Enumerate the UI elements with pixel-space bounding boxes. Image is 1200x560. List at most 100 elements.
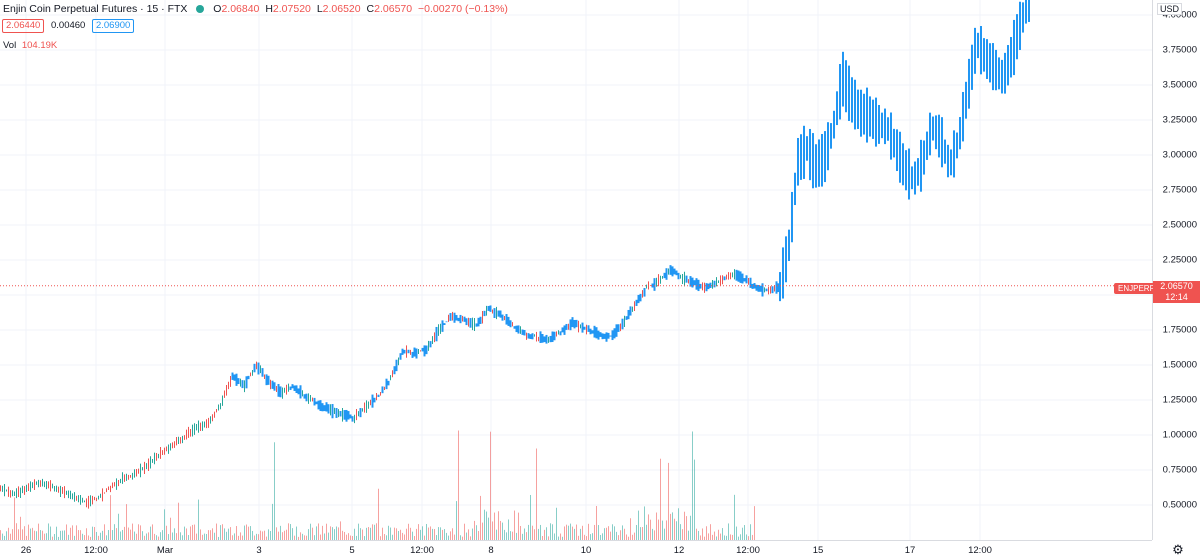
- volume-bar: [638, 510, 639, 540]
- chart-legend: Enjin Coin Perpetual Futures · 15 · FTX …: [3, 3, 511, 15]
- volume-bar: [68, 534, 69, 540]
- symbol-title[interactable]: Enjin Coin Perpetual Futures · 15 · FTX: [3, 3, 188, 15]
- volume-bar: [270, 530, 271, 540]
- volume-bar: [92, 526, 93, 540]
- volume-bar: [534, 529, 535, 540]
- volume-bar: [110, 495, 111, 540]
- volume-bar: [734, 494, 735, 540]
- volume-bar: [268, 529, 269, 540]
- price-axis[interactable]: 4.00000 3.75000 3.50000 3.25000 3.00000 2.750…: [1152, 0, 1200, 540]
- volume-bar: [596, 505, 597, 540]
- volume-bar: [412, 531, 413, 540]
- volume-bar: [212, 528, 213, 540]
- volume-bar: [330, 526, 331, 540]
- volume-bar: [598, 525, 599, 540]
- volume-legend[interactable]: Vol 104.19K: [3, 40, 57, 51]
- volume-bar: [698, 530, 699, 540]
- volume-bar: [564, 526, 565, 540]
- ohlc-high-key: H: [265, 3, 273, 15]
- volume-bar: [428, 527, 429, 540]
- bid-ask-row: 2.06440 0.00460 2.06900: [2, 19, 135, 33]
- volume-bar: [536, 448, 537, 540]
- volume-bar: [354, 528, 355, 540]
- volume-bar: [682, 529, 683, 540]
- volume-bar: [650, 519, 651, 540]
- currency-label[interactable]: USD: [1157, 3, 1183, 15]
- volume-bar: [552, 524, 553, 540]
- volume-bar: [82, 533, 83, 540]
- volume-bar: [356, 535, 357, 540]
- volume-bar: [106, 535, 107, 540]
- volume-bar: [550, 523, 551, 540]
- market-status-dot: [196, 5, 205, 14]
- volume-bar: [346, 534, 347, 540]
- ask-button[interactable]: 2.06900: [91, 19, 135, 33]
- volume-bar: [684, 511, 685, 540]
- time-axis[interactable]: 26 12:00 Mar 3 5 12:00 8 10 12 12:00 15 17 12:00: [0, 540, 1152, 560]
- volume-bar: [260, 530, 261, 540]
- volume-bar: [496, 529, 497, 540]
- volume-bar: [126, 504, 127, 540]
- volume-bar: [648, 514, 649, 540]
- volume-bar: [724, 535, 725, 540]
- volume-bar: [474, 520, 475, 540]
- price-tick-label: 0.75000: [1162, 464, 1197, 476]
- volume-bar: [584, 534, 585, 540]
- volume-bar: [456, 501, 457, 540]
- volume-bar: [556, 507, 557, 540]
- volume-bar: [358, 523, 359, 540]
- volume-bar: [558, 536, 559, 540]
- volume-bar: [420, 529, 421, 540]
- price-tick-label: 4.00000: [1162, 9, 1197, 21]
- volume-bar: [182, 535, 183, 540]
- volume-bar: [52, 536, 53, 540]
- volume-bar: [218, 536, 219, 540]
- volume-bar: [752, 534, 753, 540]
- volume-bar: [662, 520, 663, 540]
- volume-bar: [600, 534, 601, 540]
- volume-bar: [678, 508, 679, 540]
- volume-bar: [80, 530, 81, 540]
- volume-bar: [590, 534, 591, 540]
- volume-bar: [446, 532, 447, 540]
- volume-bar: [478, 531, 479, 540]
- volume-bar: [572, 526, 573, 540]
- volume-bar: [58, 536, 59, 540]
- volume-bar: [630, 518, 631, 540]
- volume-bar: [548, 536, 549, 540]
- volume-bar: [20, 516, 21, 540]
- volume-bar: [732, 534, 733, 540]
- volume-bar: [616, 531, 617, 540]
- price-chart[interactable]: [0, 0, 1152, 540]
- volume-bar: [120, 531, 121, 540]
- volume-bar: [192, 524, 193, 540]
- volume-bar: [228, 528, 229, 540]
- volume-bar: [74, 535, 75, 540]
- volume-bar: [624, 528, 625, 540]
- volume-bar: [264, 530, 265, 540]
- volume-bar: [454, 534, 455, 540]
- volume-bar: [378, 488, 379, 540]
- volume-bar: [276, 527, 277, 540]
- volume-bar: [150, 526, 151, 540]
- volume-bar: [546, 527, 547, 540]
- bid-button[interactable]: 2.06440: [2, 19, 45, 33]
- volume-bar: [42, 530, 43, 540]
- volume-bar: [226, 531, 227, 540]
- volume-bar: [712, 534, 713, 540]
- volume-bar: [18, 529, 19, 540]
- volume-bar: [194, 524, 195, 540]
- chart-area[interactable]: [0, 0, 1152, 540]
- volume-bar: [166, 525, 167, 540]
- volume-bar: [604, 528, 605, 540]
- volume-bar: [516, 532, 517, 540]
- volume-bar: [4, 535, 5, 540]
- price-tick-label: 1.75000: [1162, 324, 1197, 336]
- gear-icon[interactable]: ⚙: [1172, 542, 1184, 557]
- volume-bar: [544, 529, 545, 540]
- price-tick-label: 0.50000: [1162, 499, 1197, 511]
- volume-bar: [28, 524, 29, 540]
- price-tick-label: 2.25000: [1162, 254, 1197, 266]
- volume-bar: [172, 532, 173, 540]
- time-tick-label: 5: [349, 545, 355, 556]
